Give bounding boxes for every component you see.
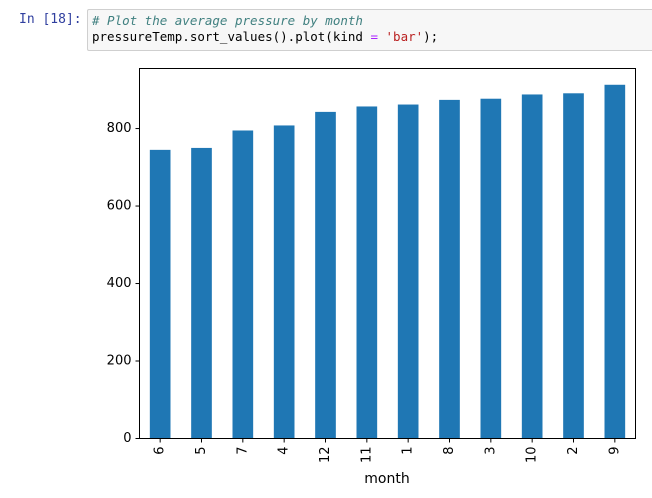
x-tick-label: 7 <box>235 447 250 455</box>
y-tick-label: 200 <box>107 354 132 369</box>
x-tick-label: 9 <box>607 447 622 455</box>
x-tick-label: 4 <box>277 447 292 455</box>
code-input-cell[interactable]: # Plot the average pressure by month pre… <box>87 9 652 51</box>
bar-month-3 <box>480 98 502 439</box>
bar-month-7 <box>232 130 254 439</box>
bar-month-10 <box>521 94 543 439</box>
x-tick-label: 1 <box>401 447 416 455</box>
bar-month-4 <box>273 125 295 439</box>
x-tick-label: 8 <box>442 447 457 455</box>
bar-month-11 <box>356 106 378 439</box>
x-tick-label: 6 <box>153 447 168 455</box>
bar-month-8 <box>439 99 460 439</box>
bar-month-1 <box>397 104 419 439</box>
x-axis-title: month <box>364 471 409 487</box>
x-tick-label: 11 <box>359 447 374 464</box>
bars-group <box>149 84 626 439</box>
x-tick-label: 10 <box>525 447 540 464</box>
x-tick-label: 12 <box>318 447 333 464</box>
y-tick-label: 600 <box>107 199 132 214</box>
bar-month-5 <box>191 147 212 439</box>
bar-month-6 <box>149 149 171 439</box>
x-tick-label: 3 <box>483 447 498 455</box>
code-comment: # Plot the average pressure by month <box>92 13 363 28</box>
y-axis: 0 200 400 600 800 <box>107 121 140 446</box>
x-tick-label: 2 <box>566 447 581 455</box>
x-axis: 6 5 7 4 12 11 1 8 3 10 2 9 <box>153 438 622 464</box>
cell-prompt: In [18]: <box>19 12 82 27</box>
x-tick-label: 5 <box>194 447 209 455</box>
y-tick-label: 0 <box>123 431 131 446</box>
y-tick-label: 800 <box>107 121 132 136</box>
plot-frame <box>139 68 636 439</box>
code-statement: pressureTemp.sort_values().plot(kind = '… <box>92 29 439 44</box>
bar-month-2 <box>563 93 584 439</box>
bar-month-12 <box>315 111 336 439</box>
y-tick-label: 400 <box>107 276 132 291</box>
bar-month-9 <box>604 84 626 439</box>
